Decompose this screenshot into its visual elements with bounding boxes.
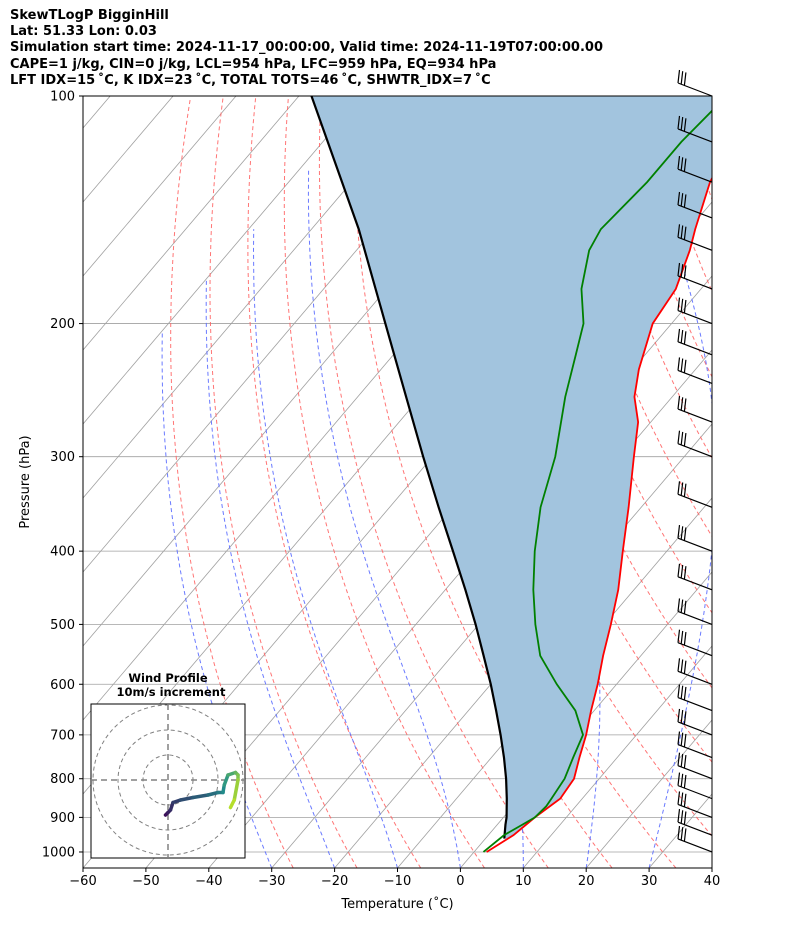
wind-barb (677, 708, 713, 736)
wind-barb (677, 297, 713, 325)
x-tick-label: −40 (195, 874, 222, 889)
indices-line: LFT IDX=15 ˚C, K IDX=23 ˚C, TOTAL TOTS=4… (10, 72, 491, 88)
dry-adiabat (209, 97, 358, 868)
wind-barb (677, 772, 713, 800)
wind-barb (677, 731, 713, 759)
x-axis-label: Temperature (˚C) (340, 896, 453, 912)
wind-barb (677, 115, 713, 143)
isotherm-line (334, 423, 712, 868)
x-tick-label: −20 (321, 874, 348, 889)
wind-barb (677, 525, 713, 552)
y-tick-label: 100 (50, 90, 75, 105)
wind-barb (677, 752, 713, 780)
wind-barb (677, 791, 713, 818)
dry-adiabat (548, 97, 712, 538)
y-axis-label: Pressure (hPa) (18, 435, 33, 528)
wind-barb (677, 156, 713, 183)
wind-barb (677, 224, 713, 251)
wind-barb (677, 629, 713, 657)
moist-adiabat (161, 331, 273, 868)
wind-barb (677, 563, 713, 591)
hodograph-segment (232, 778, 240, 802)
y-tick-label: 1000 (42, 845, 75, 860)
wind-barb (677, 481, 713, 508)
isotherm-line (585, 719, 712, 868)
x-tick-label: 20 (578, 874, 595, 889)
time-line: Simulation start time: 2024-11-17_00:00:… (10, 40, 603, 56)
moist-adiabat (711, 866, 712, 868)
isotherm-line (83, 96, 426, 499)
dry-adiabat (745, 98, 794, 868)
axes: −60 −50 −40 −30 −20 −10 0 10 20 30 40 1000 900 800 700… (18, 90, 720, 913)
y-tick-label: 400 (50, 545, 75, 560)
y-tick-label: 600 (50, 678, 75, 693)
wind-barb (677, 809, 713, 836)
stability-line: CAPE=1 j/kg, CIN=0 j/kg, LCL=954 hPa, LF… (10, 56, 497, 72)
hodograph-subtitle: 10m/s increment (117, 685, 226, 699)
wind-barbs (677, 69, 713, 853)
y-tick-label: 900 (50, 811, 75, 826)
dry-adiabat (713, 98, 794, 868)
cape-area (311, 96, 712, 839)
isotherm-line (83, 96, 300, 351)
dry-adiabat (778, 98, 794, 868)
wind-barb (677, 262, 713, 290)
x-tick-label: 30 (641, 874, 658, 889)
cape-shading (311, 96, 712, 839)
isotherm-line (83, 96, 363, 425)
moist-adiabat (307, 169, 461, 868)
profile-lines (310, 96, 712, 853)
moist-adiabat (252, 229, 398, 868)
chart-title: SkewTLogP BigginHill (10, 8, 169, 23)
y-tick-label: 700 (50, 728, 75, 743)
x-tick-label: −30 (258, 874, 285, 889)
hodograph-title: Wind Profile (128, 671, 208, 685)
y-tick-label: 200 (50, 317, 75, 332)
wind-barb (677, 396, 713, 423)
isotherm-line (83, 96, 237, 277)
isotherm-line (711, 867, 712, 868)
y-tick-label: 500 (50, 618, 75, 633)
moist-adiabat (205, 279, 336, 868)
x-tick-label: −10 (384, 874, 411, 889)
wind-barb (677, 357, 713, 384)
wind-barb (677, 825, 713, 853)
x-tick-label: 40 (704, 874, 721, 889)
x-tick-label: −60 (69, 874, 96, 889)
temperature-line (486, 176, 712, 853)
wind-barb (677, 684, 713, 712)
wind-barb (677, 658, 713, 685)
wind-barb (677, 69, 713, 97)
hodograph-segment (222, 773, 230, 787)
wind-barb (677, 598, 713, 625)
dry-adiabat (247, 97, 422, 868)
x-tick-label: −50 (132, 874, 159, 889)
y-tick-label: 800 (50, 772, 75, 787)
parcel-line (310, 96, 508, 839)
dewpoint-line (482, 109, 712, 853)
wind-barb (677, 430, 713, 458)
chart-title-block: SkewTLogP BigginHill Lat: 51.33 Lon: 0.0… (10, 8, 603, 89)
isotherm-line (522, 645, 712, 868)
location-line: Lat: 51.33 Lon: 0.03 (10, 24, 157, 40)
dry-adiabat (318, 97, 549, 868)
wind-barb (677, 191, 713, 219)
hodograph-segment (191, 793, 210, 800)
dry-adiabat (283, 97, 485, 868)
hodograph-segment (228, 798, 236, 810)
dry-adiabat (170, 97, 294, 868)
hodograph-plot (91, 704, 245, 858)
x-tick-label: 0 (456, 874, 464, 889)
x-tick-label: 10 (515, 874, 532, 889)
wind-barb (677, 328, 713, 356)
hodograph-segment (178, 795, 195, 802)
y-tick-label: 300 (50, 450, 75, 465)
